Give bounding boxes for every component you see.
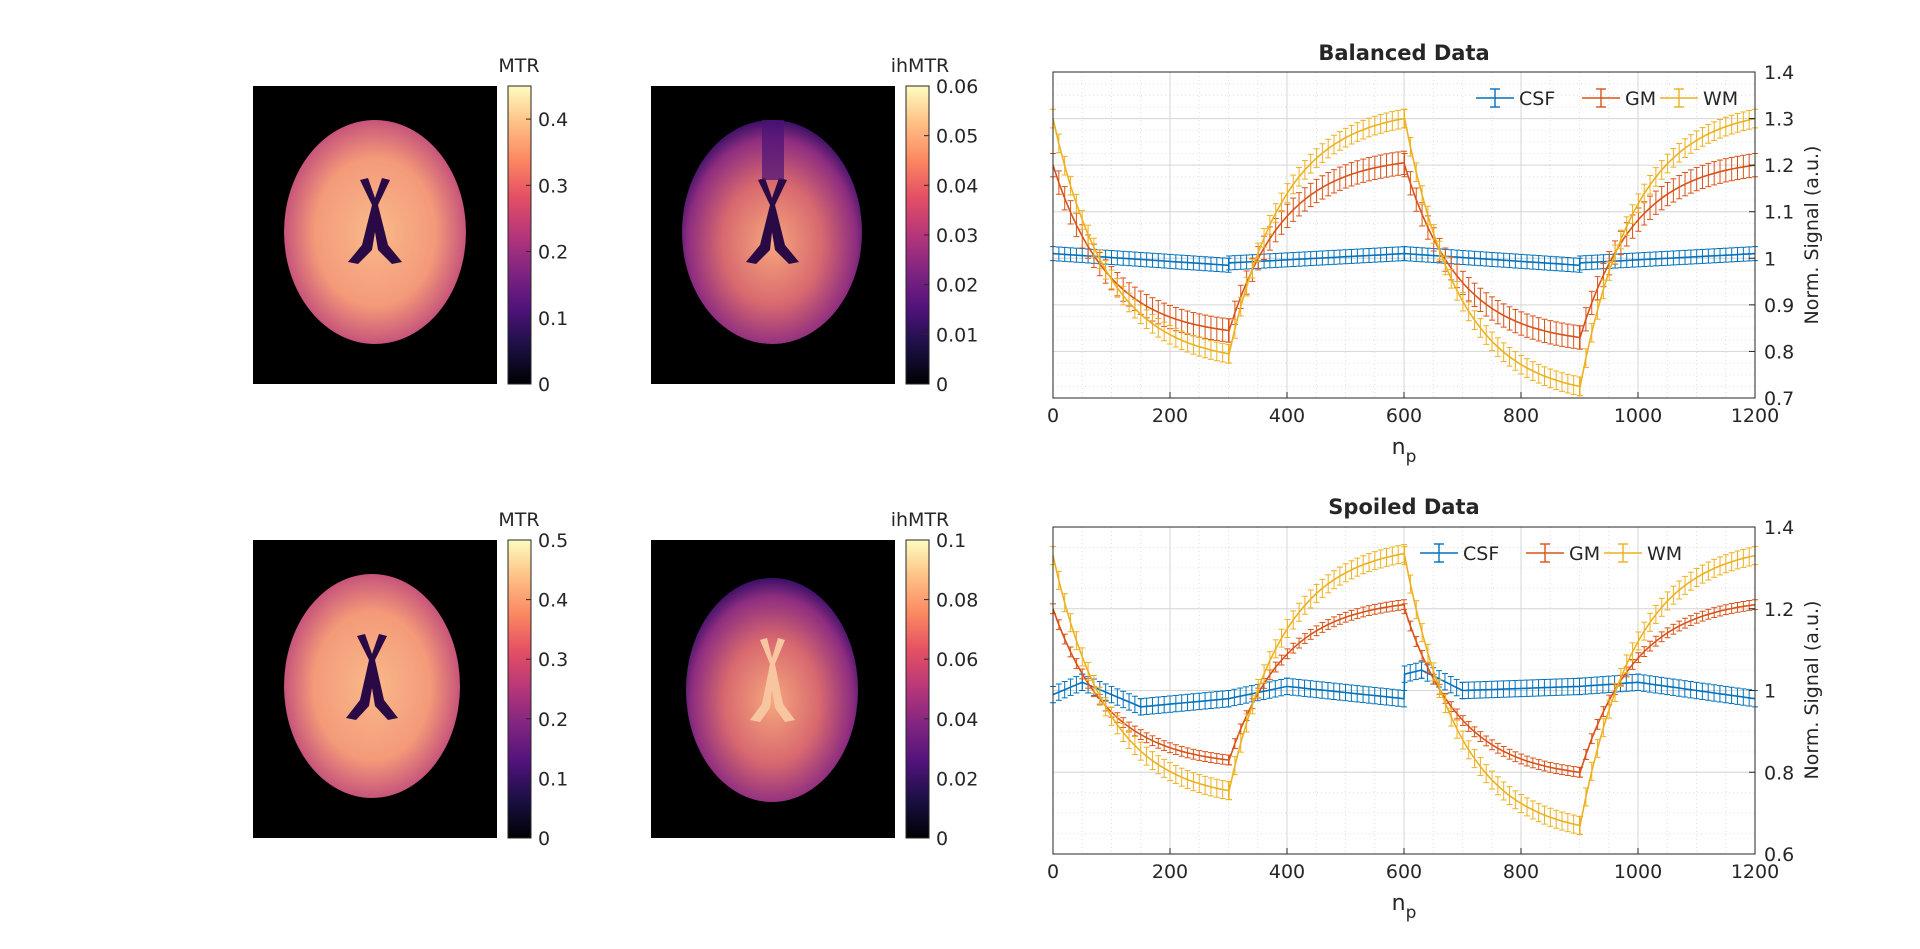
map-title: ihMTR (891, 55, 950, 77)
colorbar-tick-label: 0.04 (936, 709, 978, 731)
x-tick-label: 200 (1152, 861, 1188, 883)
colorbar-tick-label: 0 (936, 374, 948, 396)
ventricles (750, 638, 795, 722)
colorbar-tick-label: 0.03 (936, 225, 978, 247)
x-tick-label: 0 (1047, 861, 1059, 883)
colorbar-tick-label: 0.1 (538, 308, 568, 330)
x-label-sub: p (1406, 903, 1417, 923)
y-tick-label: 0.8 (1764, 341, 1794, 363)
x-tick-label: 1200 (1731, 405, 1779, 427)
x-tick-label: 1000 (1614, 405, 1662, 427)
y-tick-label: 1.1 (1764, 202, 1794, 224)
colorbar (507, 85, 532, 385)
colorbar-tick-label: 0.2 (538, 242, 568, 264)
x-tick-label: 800 (1503, 405, 1539, 427)
ventricles (746, 178, 799, 264)
map-title: MTR (498, 509, 539, 531)
chart-title: Spoiled Data (1328, 495, 1479, 519)
ventricles (348, 178, 402, 264)
colorbar-tick-label: 0.4 (538, 109, 568, 131)
colorbar-tick-label: 0.1 (538, 768, 568, 790)
map-ihmtr-top: ihMTR 0 0.01 0.02 0.03 0.04 0.05 0.06 (651, 55, 978, 396)
x-tick-label: 1200 (1731, 861, 1779, 883)
colorbar-tick-label: 0.02 (936, 768, 978, 790)
legend-label-csf: CSF (1519, 88, 1555, 110)
colorbar-tick-label: 0.1 (936, 530, 966, 552)
colorbar-ticks: 0 0.1 0.2 0.3 0.4 0.5 (526, 530, 568, 850)
colorbar-tick-label: 0.5 (538, 530, 568, 552)
colorbar-tick-label: 0.3 (538, 175, 568, 197)
map-mtr-top: MTR 0 0.1 0.2 0.3 0.4 (253, 55, 568, 396)
colorbar-tick-label: 0.2 (538, 709, 568, 731)
x-axis-label: np (1392, 891, 1417, 923)
colorbar-tick-label: 0.3 (538, 649, 568, 671)
y-tick-label: 1.2 (1764, 155, 1794, 177)
series-line-csf (1052, 669, 1756, 708)
y-tick-label: 1.3 (1764, 109, 1794, 131)
ventricles (346, 634, 398, 720)
x-tick-label: 1000 (1614, 861, 1662, 883)
map-mtr-bottom: MTR 0 0.1 0.2 0.3 0.4 0.5 (253, 509, 568, 850)
x-label-sub: p (1406, 447, 1417, 467)
y-tick-label: 1.4 (1764, 62, 1794, 84)
chart-title: Balanced Data (1318, 41, 1489, 65)
map-title: ihMTR (891, 509, 950, 531)
x-tick-label: 0 (1047, 405, 1059, 427)
y-tick-label: 0.9 (1764, 295, 1794, 317)
y-tick-label: 0.6 (1764, 844, 1794, 866)
legend-label-csf: CSF (1463, 543, 1499, 565)
y-axis-label: Norm. Signal (a.u.) (1801, 601, 1823, 780)
legend: CSF GM WM (1420, 543, 1682, 565)
legend-label-gm: GM (1569, 543, 1600, 565)
y-tick-label: 1.2 (1764, 599, 1794, 621)
x-tick-label: 600 (1386, 405, 1422, 427)
colorbar-ticks: 0 0.1 0.2 0.3 0.4 (526, 109, 568, 396)
colorbar-tick-label: 0 (538, 828, 550, 850)
legend-label-gm: GM (1625, 88, 1656, 110)
colorbar-tick-label: 0.04 (936, 175, 978, 197)
colorbar-tick-label: 0 (538, 374, 550, 396)
x-axis-label: np (1392, 435, 1417, 467)
y-tick-label: 1 (1764, 681, 1776, 703)
frontal-dark-region (762, 120, 784, 180)
x-tick-label: 600 (1386, 861, 1422, 883)
colorbar-tick-label: 0.01 (936, 324, 978, 346)
y-tick-label: 1.4 (1764, 517, 1794, 539)
colorbar-ticks: 0 0.01 0.02 0.03 0.04 0.05 0.06 (924, 76, 978, 396)
y-tick-label: 1 (1764, 248, 1776, 270)
series-layer (1050, 544, 1758, 835)
x-tick-label: 400 (1269, 861, 1305, 883)
x-label-main: n (1392, 435, 1406, 460)
y-tick-label: 0.7 (1764, 388, 1794, 410)
x-tick-label: 400 (1269, 405, 1305, 427)
x-tick-label: 800 (1503, 861, 1539, 883)
y-axis-label: Norm. Signal (a.u.) (1801, 146, 1823, 325)
map-ihmtr-bottom: ihMTR 0 0.02 0.04 0.06 0.08 0.1 (651, 509, 978, 850)
colorbar (905, 539, 930, 839)
legend: CSF GM WM (1476, 88, 1738, 110)
y-tick-label: 0.8 (1764, 762, 1794, 784)
colorbar-tick-label: 0.06 (936, 649, 978, 671)
legend-label-wm: WM (1703, 88, 1738, 110)
colorbar (507, 539, 532, 839)
colorbar-tick-label: 0.05 (936, 126, 978, 148)
colorbar-tick-label: 0.08 (936, 590, 978, 612)
colorbar-tick-label: 0.4 (538, 590, 568, 612)
colorbar-tick-label: 0 (936, 828, 948, 850)
colorbar-ticks: 0 0.02 0.04 0.06 0.08 0.1 (924, 530, 978, 850)
x-label-main: n (1392, 891, 1406, 916)
legend-label-wm: WM (1647, 543, 1682, 565)
colorbar-tick-label: 0.02 (936, 275, 978, 297)
x-tick-label: 200 (1152, 405, 1188, 427)
map-title: MTR (498, 55, 539, 77)
colorbar-tick-label: 0.06 (936, 76, 978, 98)
